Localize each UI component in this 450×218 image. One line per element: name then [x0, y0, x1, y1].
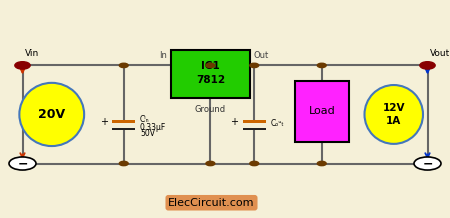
Text: Ground: Ground	[195, 105, 226, 114]
Text: +: +	[100, 117, 108, 127]
Text: 0.33μF: 0.33μF	[140, 123, 166, 132]
Text: Vin: Vin	[25, 49, 39, 58]
Circle shape	[317, 63, 326, 68]
Text: 7812: 7812	[196, 75, 225, 85]
Circle shape	[9, 157, 36, 170]
Text: Load: Load	[308, 106, 335, 116]
Text: In: In	[160, 51, 167, 60]
Bar	[295, 81, 349, 142]
Text: Vout: Vout	[430, 49, 450, 58]
Text: ElecCircuit.com: ElecCircuit.com	[168, 198, 255, 208]
Text: −: −	[17, 157, 28, 170]
Text: Out: Out	[253, 51, 269, 60]
Bar	[112, 120, 135, 123]
Ellipse shape	[364, 85, 423, 144]
Text: Cₒᵘₜ: Cₒᵘₜ	[270, 119, 284, 128]
Circle shape	[250, 161, 259, 166]
Circle shape	[317, 161, 326, 166]
Circle shape	[423, 161, 432, 166]
Circle shape	[15, 62, 30, 69]
Circle shape	[119, 63, 128, 68]
Circle shape	[420, 62, 435, 69]
Bar	[243, 120, 266, 123]
Text: 50V: 50V	[140, 129, 155, 138]
Bar	[112, 128, 135, 130]
Circle shape	[18, 63, 27, 68]
Text: 12V
1A: 12V 1A	[382, 103, 405, 126]
Text: +: +	[230, 117, 238, 127]
Text: IC1: IC1	[201, 61, 220, 71]
Bar	[171, 50, 250, 98]
Ellipse shape	[19, 83, 84, 146]
Circle shape	[18, 161, 27, 166]
Circle shape	[414, 157, 441, 170]
Text: 20V: 20V	[38, 108, 65, 121]
Bar	[243, 128, 266, 130]
Circle shape	[423, 63, 432, 68]
Circle shape	[206, 63, 215, 68]
Circle shape	[250, 63, 259, 68]
Circle shape	[206, 161, 215, 166]
Text: Cᴵₙ: Cᴵₙ	[140, 115, 149, 124]
Text: −: −	[422, 157, 433, 170]
Circle shape	[119, 161, 128, 166]
